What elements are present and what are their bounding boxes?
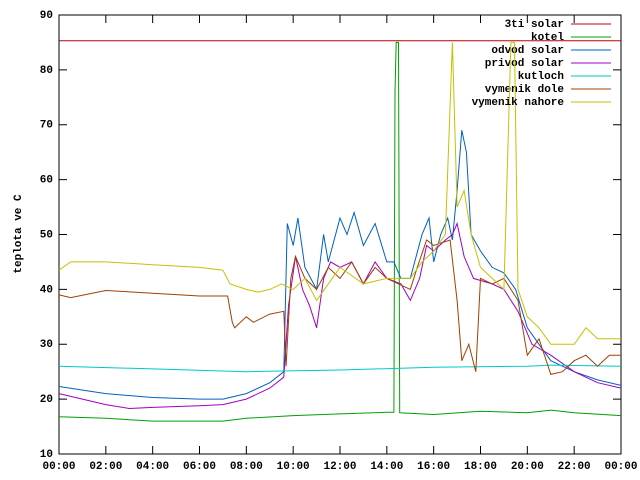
x-tick-label: 06:00 <box>183 461 216 473</box>
series-line <box>58 364 622 373</box>
y-tick-label: 70 <box>40 120 53 132</box>
y-tick-label: 20 <box>40 394 53 406</box>
series-line <box>58 41 621 345</box>
x-tick-label: 14:00 <box>370 461 403 473</box>
x-tick-label: 00:00 <box>604 461 637 473</box>
x-tick-label: 00:00 <box>42 461 75 473</box>
y-axis-label: teplota ve C <box>13 194 25 274</box>
legend-label: 3ti solar <box>505 19 564 31</box>
legend-label: kotel <box>531 32 564 44</box>
legend-label: vymenik dole <box>485 84 565 96</box>
y-tick-label: 40 <box>40 284 53 296</box>
x-tick-label: 16:00 <box>417 461 450 473</box>
series-line <box>58 130 622 400</box>
x-tick-label: 20:00 <box>511 461 544 473</box>
x-tick-label: 08:00 <box>230 461 263 473</box>
y-tick-label: 60 <box>40 175 53 187</box>
y-tick-label: 80 <box>40 65 53 77</box>
x-tick-label: 22:00 <box>558 461 591 473</box>
series-line <box>58 41 622 422</box>
x-tick-label: 12:00 <box>323 461 356 473</box>
legend-label: privod solar <box>485 58 564 70</box>
y-tick-label: 10 <box>40 449 53 461</box>
x-tick-label: 18:00 <box>464 461 497 473</box>
y-tick-label: 30 <box>40 339 53 351</box>
y-tick-label: 50 <box>40 229 53 241</box>
x-tick-label: 04:00 <box>136 461 169 473</box>
legend-label: kutloch <box>518 71 564 83</box>
x-tick-label: 02:00 <box>89 461 122 473</box>
series-line <box>58 239 621 375</box>
y-tick-label: 90 <box>40 10 53 22</box>
series-line <box>58 221 622 410</box>
x-tick-label: 10:00 <box>277 461 310 473</box>
legend-label: odvod solar <box>491 45 564 57</box>
legend-label: vymenik nahore <box>472 97 565 109</box>
